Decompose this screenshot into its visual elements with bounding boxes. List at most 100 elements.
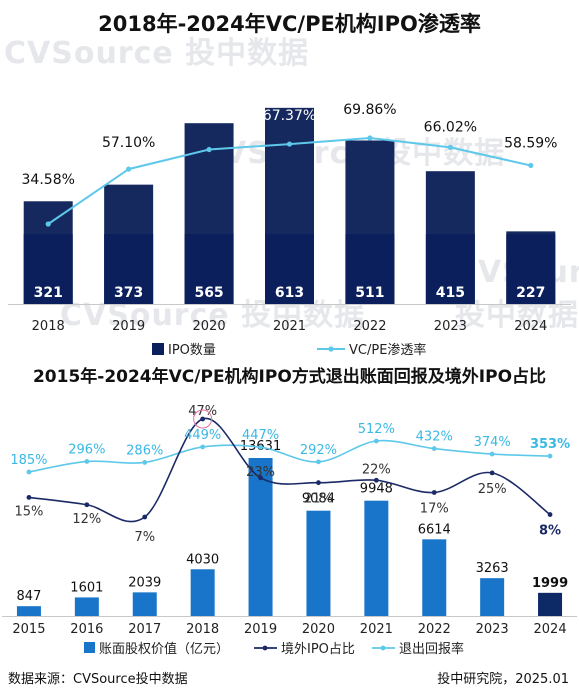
value-bar: [190, 569, 215, 616]
value-bar: [248, 458, 273, 616]
value-label: 3263: [476, 561, 509, 576]
x-tick-label: 2023: [476, 622, 509, 637]
ipo-bar-base: [23, 234, 73, 304]
penetration-label: 69.86%: [343, 102, 396, 118]
legend-ipo-label: IPO数量: [168, 343, 216, 358]
return-rate-label: 449%: [184, 428, 221, 443]
ipo-count-label: 373: [114, 285, 143, 301]
overseas-share-label: 12%: [72, 512, 101, 527]
x-tick-label: 2024: [514, 319, 547, 334]
ipo-bar-base: [265, 234, 314, 304]
value-label: 1601: [70, 580, 103, 595]
return-rate-point: [84, 459, 90, 464]
x-tick-label: 2017: [128, 622, 161, 637]
overseas-share-point: [84, 502, 90, 508]
return-rate-label: 432%: [416, 430, 453, 445]
chart1-ipo-penetration: 321 2018 373 2019 565 2020 613 2021 511 2022 415 20…: [8, 102, 571, 358]
chart2-title: 2015年-2024年VC/PE机构IPO方式退出账面回报及境外IPO占比: [32, 367, 547, 387]
penetration-point: [528, 162, 534, 169]
ipo-count-label: 321: [34, 285, 63, 301]
penetration-point: [126, 166, 132, 172]
ipo-bar-base: [506, 234, 556, 304]
legend-return-label: 退出回报率: [399, 641, 464, 657]
x-tick-label: 2018: [32, 319, 65, 334]
overseas-share-point: [200, 416, 206, 422]
return-rate-label: 292%: [300, 443, 337, 458]
x-tick-label: 2019: [244, 622, 277, 637]
overseas-share-point: [431, 490, 437, 495]
return-rate-point: [200, 444, 206, 450]
legend-line-label: VC/PE渗透率: [349, 342, 426, 358]
penetration-label: 66.02%: [424, 119, 477, 135]
return-rate-point: [142, 460, 148, 465]
value-bar: [132, 592, 157, 616]
x-tick-label: 2020: [193, 319, 226, 334]
penetration-label: 34.58%: [22, 172, 75, 188]
overseas-share-label: 21%: [304, 492, 333, 507]
ipo-bar-base: [345, 234, 395, 304]
return-rate-point: [26, 469, 32, 475]
overseas-share-label: 15%: [14, 504, 43, 519]
return-rate-label: 447%: [242, 428, 279, 443]
highlight-ring: [193, 409, 213, 429]
ipo-bar-base: [425, 234, 475, 304]
penetration-point: [367, 135, 373, 141]
legend-line-marker: [328, 346, 334, 352]
value-label: 2039: [128, 575, 161, 590]
ipo-count-label: 415: [436, 285, 465, 301]
x-tick-label: 2022: [353, 319, 386, 334]
overseas-share-label: 7%: [134, 530, 155, 545]
return-rate-label: 512%: [358, 422, 395, 437]
penetration-label: 58.59%: [504, 135, 557, 151]
overseas-share-point: [489, 470, 495, 476]
x-tick-label: 2021: [360, 622, 393, 637]
credit-note: 投中研究院，2025.01: [437, 672, 569, 687]
value-bar: [74, 597, 99, 616]
watermark: CVSource 投中数据: [4, 36, 310, 71]
legend-share-marker: [262, 645, 268, 651]
return-rate-point: [316, 459, 321, 465]
x-tick-label: 2015: [12, 622, 45, 637]
value-bar: [364, 500, 389, 616]
value-bar: [480, 578, 505, 616]
x-tick-label: 2022: [418, 622, 451, 637]
value-label: 9948: [360, 482, 393, 497]
ipo-bar-base: [184, 234, 234, 304]
return-rate-label: 185%: [10, 453, 47, 468]
legend-value-swatch: [84, 642, 95, 653]
return-rate-label: 296%: [68, 442, 105, 457]
return-rate-point: [489, 451, 495, 457]
legend-share-label: 境外IPO占比: [281, 642, 355, 657]
overseas-share-label: 8%: [539, 524, 561, 539]
ipo-bar-base: [104, 234, 154, 304]
return-rate-label: 286%: [126, 443, 163, 458]
overseas-share-point: [142, 514, 148, 520]
ipo-count-label: 227: [516, 285, 545, 301]
overseas-share-label: 22%: [362, 462, 391, 477]
x-tick-label: 2016: [70, 622, 103, 637]
penetration-point: [206, 146, 212, 153]
ipo-count-label: 565: [194, 285, 223, 301]
value-bar: [538, 592, 563, 616]
return-rate-label: 353%: [530, 437, 570, 452]
value-label: 4030: [186, 552, 219, 567]
ipo-count-label: 613: [275, 285, 304, 301]
value-label: 1999: [532, 576, 568, 591]
overseas-share-point: [258, 475, 263, 481]
overseas-share-label: 47%: [188, 404, 217, 419]
x-tick-label: 2021: [273, 319, 306, 334]
overseas-share-label: 23%: [246, 465, 275, 480]
overseas-share-line: [28, 417, 551, 523]
ipo-count-label: 511: [355, 285, 384, 301]
overseas-share-label: 17%: [420, 502, 449, 517]
x-tick-label: 2023: [434, 319, 467, 334]
penetration-point: [45, 221, 51, 227]
value-bar: [306, 510, 331, 616]
x-tick-label: 2019: [112, 319, 145, 334]
return-rate-label: 374%: [474, 435, 511, 450]
x-tick-label: 2018: [186, 622, 219, 637]
return-rate-point: [547, 453, 553, 459]
x-tick-label: 2020: [302, 622, 335, 637]
legend-return-marker: [380, 645, 386, 651]
